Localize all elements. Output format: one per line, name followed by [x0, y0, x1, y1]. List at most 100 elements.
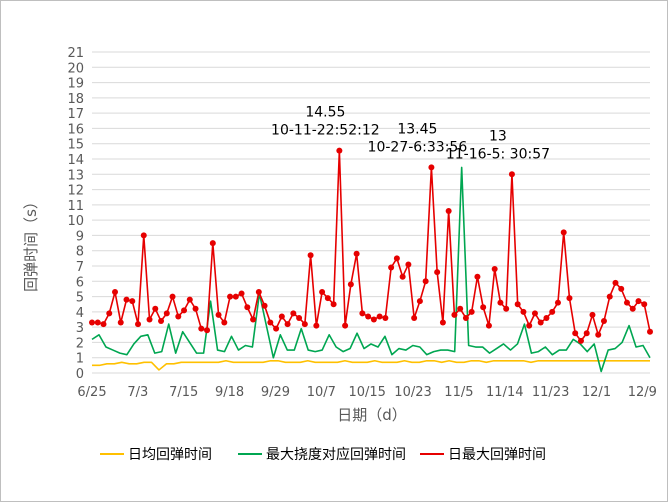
y-tick-label: 13	[67, 168, 84, 183]
y-tick-label: 5	[76, 291, 84, 306]
data-point	[589, 311, 596, 318]
data-point	[462, 314, 469, 321]
data-point	[376, 313, 383, 320]
y-tick-label: 2	[76, 336, 84, 351]
data-point	[526, 322, 533, 329]
data-point	[307, 252, 314, 259]
annotation-label: 10-27-6:33:56	[368, 139, 468, 155]
data-point	[365, 313, 372, 320]
x-axis-ticks: 6/25 7/3 7/15 9/18 9/29 10/7 10/15 10/23 11/5 11/…	[77, 385, 657, 400]
data-point	[175, 313, 182, 320]
x-tick-label: 10/15	[348, 385, 385, 400]
data-point	[623, 299, 630, 306]
data-point	[520, 308, 527, 315]
data-point	[405, 261, 412, 268]
data-point	[566, 295, 573, 302]
data-point	[468, 308, 475, 315]
data-point	[100, 321, 107, 328]
data-point	[273, 325, 280, 332]
data-point	[192, 305, 199, 312]
data-point	[129, 298, 136, 305]
data-point	[135, 321, 142, 328]
data-point	[537, 319, 544, 326]
data-point	[140, 232, 147, 239]
x-tick-label: 6/25	[77, 385, 106, 400]
annotation-label: 11-16-5: 30:57	[446, 146, 550, 162]
x-tick-label: 9/29	[261, 385, 290, 400]
data-point	[543, 314, 550, 321]
data-point	[595, 331, 602, 338]
data-point	[106, 310, 113, 317]
data-point	[296, 314, 303, 321]
data-point	[347, 281, 354, 288]
y-tick-label: 4	[76, 306, 84, 321]
data-point	[186, 296, 193, 303]
data-point	[416, 298, 423, 305]
data-point	[445, 207, 452, 214]
data-point	[123, 296, 130, 303]
x-tick-label: 11/14	[486, 385, 523, 400]
data-point	[572, 330, 579, 337]
data-point	[411, 314, 418, 321]
data-point	[255, 288, 262, 295]
data-point	[600, 318, 607, 325]
data-point	[629, 305, 636, 312]
data-point	[215, 311, 222, 318]
data-point	[146, 316, 153, 323]
data-point	[641, 301, 648, 308]
data-point	[514, 301, 521, 308]
data-point	[635, 298, 642, 305]
data-point	[359, 310, 366, 317]
data-point	[158, 318, 165, 325]
y-tick-label: 0	[76, 367, 84, 382]
data-point	[232, 293, 239, 300]
data-point	[480, 304, 487, 311]
data-point	[152, 305, 159, 312]
y-tick-label: 8	[76, 245, 84, 260]
series-line	[92, 359, 650, 371]
data-point	[457, 305, 464, 312]
data-point	[112, 288, 119, 295]
annotation-label: 14.55	[305, 105, 345, 121]
data-point	[583, 330, 590, 337]
legend-label: 最大挠度对应回弹时间	[266, 446, 406, 463]
legend: 日均回弹时间 最大挠度对应回弹时间 日最大回弹时间	[100, 446, 546, 463]
legend-item: 日均回弹时间	[100, 447, 212, 463]
data-point	[549, 308, 556, 315]
x-tick-label: 7/15	[169, 385, 198, 400]
data-point	[163, 310, 170, 317]
annotation-label: 13	[489, 128, 507, 144]
series-line	[91, 166, 651, 373]
data-point	[647, 328, 653, 335]
x-tick-label: 10/7	[307, 385, 336, 400]
gridlines	[92, 51, 650, 374]
data-point	[117, 319, 124, 326]
y-tick-label: 7	[76, 260, 84, 275]
y-tick-label: 12	[67, 184, 84, 199]
data-point	[554, 299, 561, 306]
y-tick-label: 14	[67, 153, 84, 168]
data-point	[485, 322, 492, 329]
series-group	[89, 147, 653, 373]
y-tick-label: 16	[67, 122, 84, 137]
data-point	[336, 147, 343, 154]
x-tick-label: 12/1	[582, 385, 611, 400]
y-axis-label: 回弹时间（s）	[22, 194, 40, 292]
annotation-label: 10-11-22:52:12	[271, 123, 380, 139]
x-tick-label: 7/3	[127, 385, 148, 400]
data-point	[250, 316, 257, 323]
annotation-label: 13.45	[397, 121, 437, 137]
data-point	[508, 171, 515, 178]
data-point	[612, 279, 619, 286]
data-point	[244, 304, 251, 311]
data-point	[560, 229, 567, 236]
data-point	[474, 273, 481, 280]
x-tick-label: 11/5	[444, 385, 473, 400]
x-tick-label: 9/18	[215, 385, 244, 400]
y-tick-label: 18	[67, 92, 84, 107]
data-point	[261, 302, 268, 309]
data-point	[422, 278, 429, 285]
